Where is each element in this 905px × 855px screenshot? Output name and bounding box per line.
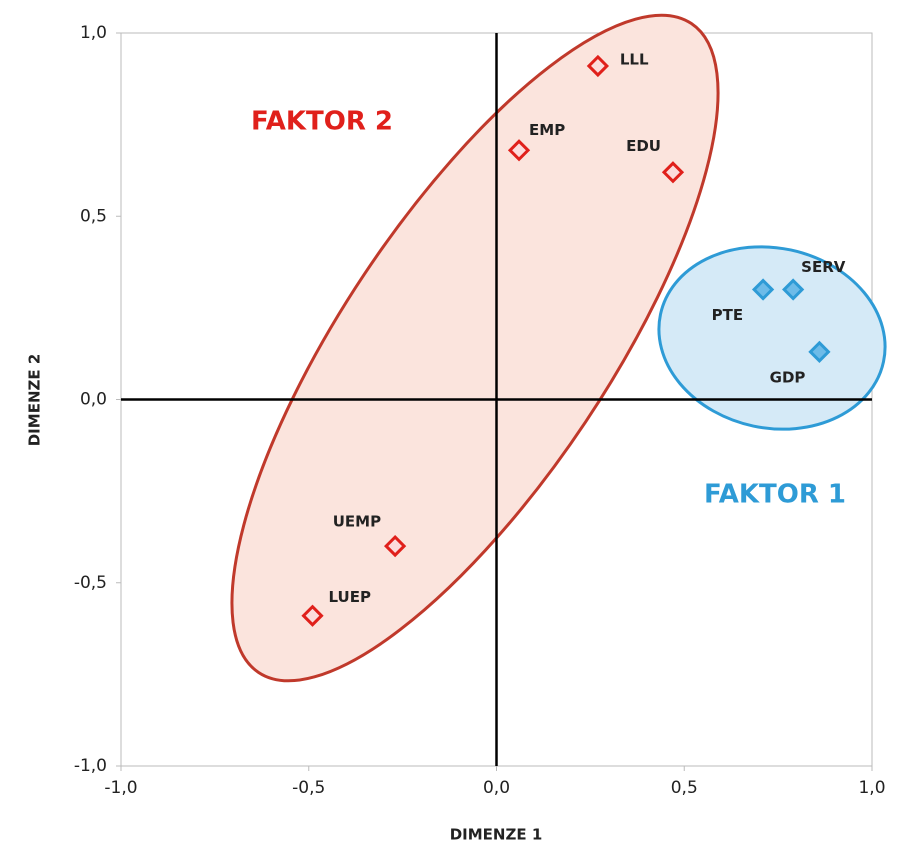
point (507, 139, 531, 162)
point (383, 534, 407, 558)
point (751, 278, 775, 301)
point-label: GDP (770, 368, 806, 386)
x-axis-title: DIMENZE 1 (450, 826, 543, 844)
factor-2-ellipse (230, 13, 720, 683)
y-axis-title: DIMENZE 2 (26, 354, 44, 447)
x-tick-label: 1,0 (858, 778, 885, 798)
x-tick-label: -0,5 (292, 778, 325, 798)
factor-1-ellipse (657, 245, 887, 431)
point (661, 161, 685, 184)
point-label: EDU (626, 137, 661, 155)
y-tick-label: 1,0 (80, 23, 107, 43)
series-annotation: FAKTOR 2 (251, 107, 393, 137)
point (808, 340, 831, 363)
point-label: UEMP (333, 513, 381, 531)
x-tick-label: -1,0 (104, 778, 137, 798)
point-label: LLL (620, 50, 649, 68)
y-tick-label: 0,5 (80, 206, 107, 226)
point (782, 278, 805, 301)
x-tick-label: 0,5 (671, 778, 698, 798)
point (301, 604, 324, 627)
x-tick-label: 0,0 (483, 778, 510, 798)
y-tick-label: -0,5 (74, 573, 107, 593)
y-tick-label: -1,0 (74, 756, 107, 776)
point-label: PTE (712, 306, 743, 324)
point (586, 54, 610, 78)
point-label: LUEP (329, 588, 371, 606)
series-annotation: FAKTOR 1 (704, 480, 846, 510)
y-tick-label: 0,0 (80, 390, 107, 410)
point-label: SERV (801, 258, 846, 276)
point-label: EMP (529, 121, 565, 139)
